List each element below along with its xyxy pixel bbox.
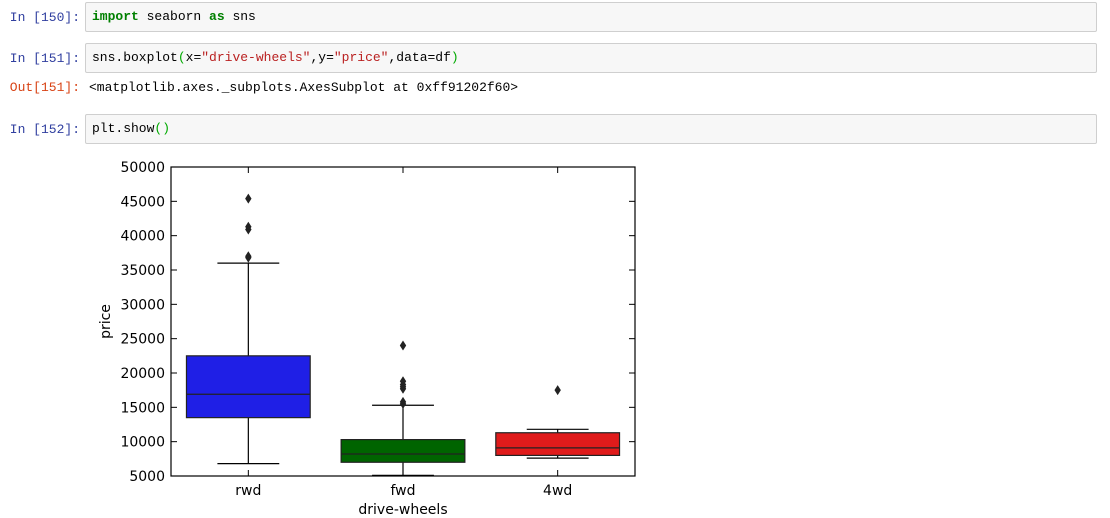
input-cell-151: In [151]: sns.boxplot(x="drive-wheels",y…	[0, 43, 1110, 103]
x-tick-label: fwd	[390, 483, 415, 499]
outlier-point	[399, 376, 407, 387]
box-rwd	[185, 355, 311, 419]
boxplot-chart: 5000 10000 15000 20000 25000 30000 35000 40000 4…	[98, 160, 636, 518]
code-line: plt.show()	[92, 121, 171, 136]
y-tick-label: 5000	[129, 469, 165, 485]
y-tick-label: 40000	[120, 229, 165, 245]
x-tick-label: rwd	[235, 483, 261, 499]
input-prompt: In [150]:	[9, 10, 80, 25]
box-4wd	[495, 432, 621, 456]
outlier-point	[245, 252, 252, 263]
y-tick-label: 10000	[120, 435, 165, 451]
y-tick-label: 35000	[120, 263, 165, 279]
input-prompt: In [152]:	[9, 122, 80, 137]
y-tick-label: 30000	[120, 297, 165, 313]
code-line: import seaborn as sns	[92, 9, 256, 24]
outlier-point	[245, 193, 252, 204]
y-tick-label: 45000	[120, 194, 165, 210]
input-cell-150: In [150]: import seaborn as sns	[0, 2, 1110, 32]
y-tick-label: 50000	[120, 160, 165, 176]
outlier-point	[245, 221, 252, 232]
x-tick-label: 4wd	[543, 483, 572, 499]
y-axis-label: price	[98, 304, 114, 339]
x-axis-label: drive-wheels	[358, 502, 447, 518]
code-editor[interactable]: plt.show()	[85, 114, 1097, 144]
input-cell-152: In [152]: plt.show()	[0, 114, 1110, 144]
outlier-point	[399, 340, 407, 351]
output-prompt: Out[151]:	[9, 80, 80, 95]
y-tick-label: 15000	[120, 400, 165, 416]
output-text: <matplotlib.axes._subplots.AxesSubplot a…	[89, 80, 519, 95]
input-prompt: In [151]:	[9, 51, 80, 66]
code-line: sns.boxplot(x="drive-wheels",y="price",d…	[92, 50, 459, 65]
y-tick-label: 25000	[120, 332, 165, 348]
outlier-point	[554, 385, 561, 396]
code-editor[interactable]: import seaborn as sns	[85, 2, 1097, 32]
box-fwd	[340, 439, 466, 463]
code-editor[interactable]: sns.boxplot(x="drive-wheels",y="price",d…	[85, 43, 1097, 73]
y-tick-label: 20000	[120, 366, 165, 382]
outlier-point	[399, 396, 407, 407]
